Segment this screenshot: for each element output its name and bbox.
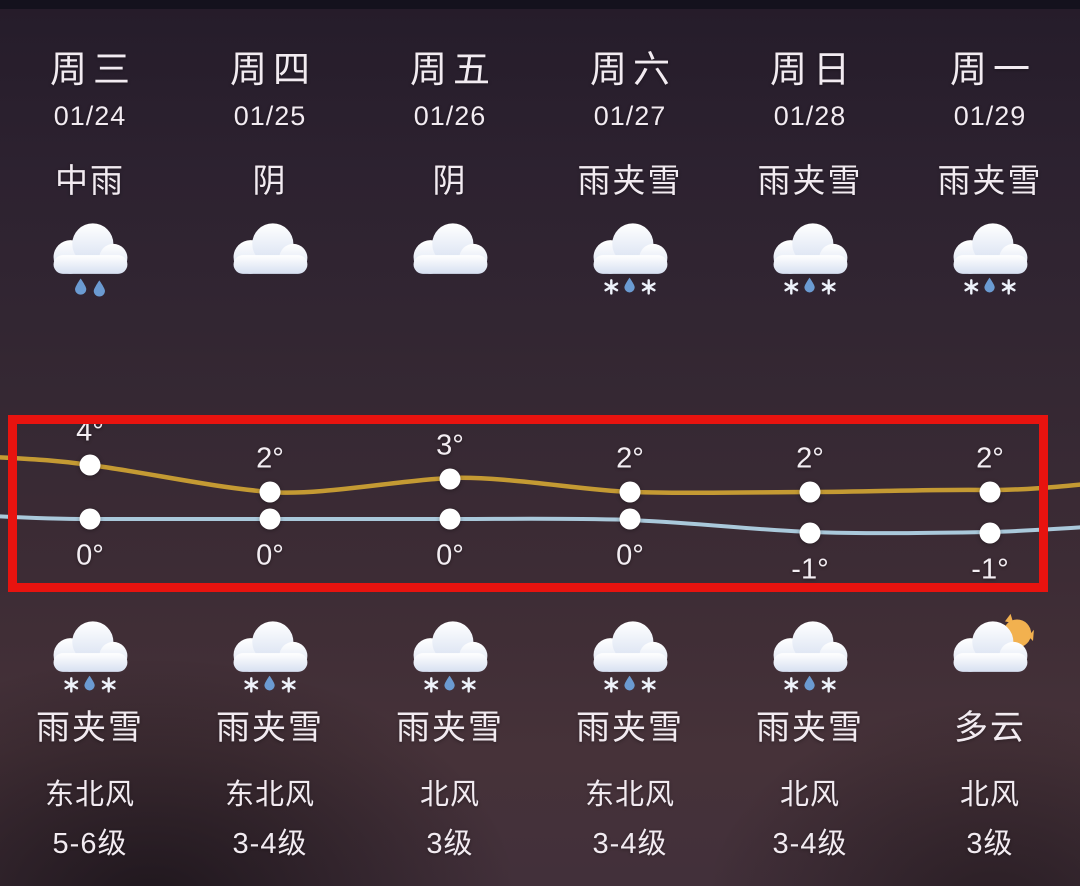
low-temp-label: 0°	[256, 539, 284, 572]
day-cell-1[interactable]: 周三 01/24 中雨	[0, 9, 180, 300]
condition-label: 中雨	[55, 162, 125, 199]
date-label: 01/28	[773, 101, 847, 131]
rain-cloud-icon	[39, 214, 141, 300]
sleet-cloud-icon	[219, 612, 321, 698]
wind-level-label: 3-4级	[772, 828, 848, 860]
high-temp-point	[259, 481, 281, 503]
night-cell-4: 雨夹雪 东北风 3-4级	[540, 604, 720, 862]
day-cell-2[interactable]: 周四 01/25 阴	[180, 9, 360, 300]
low-temp-label: -1°	[791, 553, 829, 585]
night-cell-5: 雨夹雪 北风 3-4级	[720, 604, 900, 862]
wind-level-label: 3级	[966, 828, 1014, 860]
date-label: 01/29	[953, 101, 1027, 131]
day-label: 周四	[230, 49, 316, 90]
low-temp-point	[259, 508, 281, 530]
night-cell-6: 多云 北风 3级	[900, 604, 1080, 862]
night-cell-2: 雨夹雪 东北风 3-4级	[180, 604, 360, 862]
sleet-cloud-icon	[759, 214, 861, 300]
night-condition-label: 雨夹雪	[396, 709, 504, 747]
wind-level-label: 3-4级	[592, 828, 668, 860]
night-condition-label: 雨夹雪	[576, 709, 684, 747]
night-condition-label: 雨夹雪	[756, 709, 864, 747]
date-label: 01/25	[233, 101, 307, 131]
day-label: 周一	[950, 49, 1036, 90]
day-label: 周六	[590, 49, 676, 90]
date-label: 01/26	[413, 101, 487, 131]
date-label: 01/24	[53, 101, 127, 131]
sleet-cloud-icon	[579, 612, 681, 698]
temperature-lines	[0, 455, 1080, 536]
sleet-cloud-icon	[939, 214, 1041, 300]
daily-forecast-row: 周三 01/24 中雨 周四 01/25 阴 周五 01/26 阴 周六 01/…	[0, 9, 1080, 300]
high-temp-label: 3°	[436, 429, 464, 461]
night-cell-3: 雨夹雪 北风 3级	[360, 604, 540, 862]
low-temp-point	[799, 522, 821, 543]
wind-direction-label: 东北风	[224, 779, 315, 811]
condition-label: 雨夹雪	[577, 162, 683, 199]
high-temp-label: 2°	[256, 442, 284, 475]
wind-direction-label: 东北风	[44, 779, 135, 811]
high-temp-point	[79, 454, 101, 476]
low-temp-line	[0, 514, 1080, 536]
low-temp-point	[619, 508, 641, 530]
wind-direction-label: 北风	[419, 779, 480, 811]
wind-direction-label: 北风	[959, 779, 1020, 811]
cloud-icon	[399, 214, 501, 300]
wind-level-label: 5-6级	[52, 828, 128, 860]
date-label: 01/27	[593, 101, 667, 131]
day-label: 周三	[50, 49, 136, 90]
cloud-icon	[219, 214, 321, 300]
high-temp-point	[799, 481, 821, 503]
condition-label: 阴	[432, 162, 468, 199]
high-temp-label: 2°	[976, 442, 1004, 475]
low-temp-label: 0°	[76, 539, 104, 572]
day-label: 周日	[770, 49, 856, 90]
night-cell-1: 雨夹雪 东北风 5-6级	[0, 604, 180, 862]
low-temp-point	[439, 508, 461, 530]
nightly-forecast-row: 雨夹雪 东北风 5-6级 雨夹雪 东北风 3-4级 雨夹雪 北风 3级 雨夹雪 …	[0, 604, 1080, 862]
wind-direction-label: 北风	[779, 779, 840, 811]
night-condition-label: 多云	[954, 709, 1026, 747]
low-temp-label: 0°	[616, 539, 644, 572]
cloud-moon-icon	[939, 612, 1041, 698]
day-cell-3[interactable]: 周五 01/26 阴	[360, 9, 540, 300]
condition-label: 阴	[252, 162, 288, 199]
condition-label: 雨夹雪	[757, 162, 863, 199]
high-temp-label: 2°	[616, 442, 644, 475]
temperature-chart: 4° 2° 3° 2° 2° 2° 0° 0° 0° 0° -1° -1°	[0, 400, 1080, 600]
high-temp-point	[979, 481, 1001, 503]
sleet-cloud-icon	[399, 612, 501, 698]
day-cell-5[interactable]: 周日 01/28 雨夹雪	[720, 9, 900, 300]
condition-label: 雨夹雪	[937, 162, 1043, 199]
wind-level-label: 3级	[426, 828, 474, 860]
sleet-cloud-icon	[759, 612, 861, 698]
high-temp-point	[439, 468, 461, 489]
night-condition-label: 雨夹雪	[216, 709, 324, 747]
day-label: 周五	[410, 49, 496, 90]
high-temp-line	[0, 455, 1080, 496]
day-cell-6[interactable]: 周一 01/29 雨夹雪	[900, 9, 1080, 300]
low-temp-label: 0°	[436, 539, 464, 572]
high-temp-point	[619, 481, 641, 503]
low-temp-point	[979, 522, 1001, 543]
day-cell-4[interactable]: 周六 01/27 雨夹雪	[540, 9, 720, 300]
sleet-cloud-icon	[579, 214, 681, 300]
night-condition-label: 雨夹雪	[36, 709, 144, 747]
low-temp-point	[79, 508, 101, 530]
high-temp-label: 2°	[796, 442, 824, 475]
low-temp-label: -1°	[971, 553, 1009, 585]
sleet-cloud-icon	[39, 612, 141, 698]
wind-direction-label: 东北风	[584, 779, 675, 811]
top-strip	[0, 0, 1080, 9]
highlight-rectangle	[8, 415, 1048, 592]
wind-level-label: 3-4级	[232, 828, 308, 860]
